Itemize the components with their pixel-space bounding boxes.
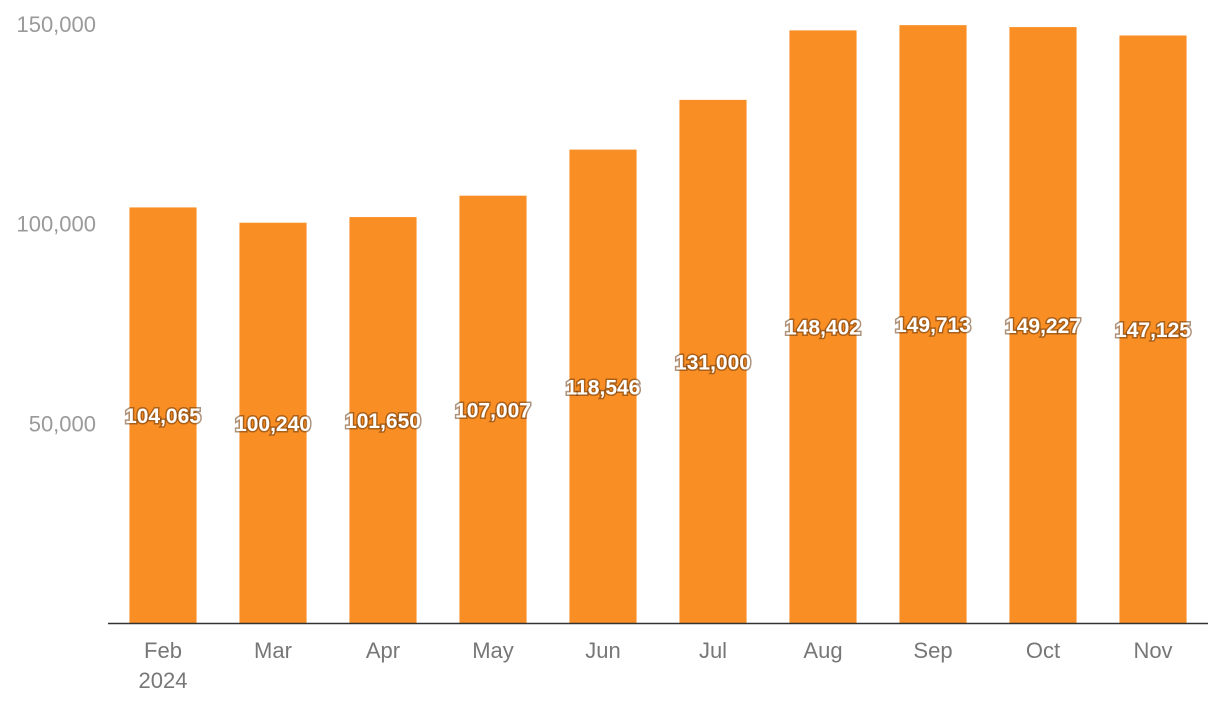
data-label: 147,125	[1115, 319, 1191, 342]
bar	[789, 30, 857, 623]
x-tick-label: Mar	[254, 638, 292, 663]
x-tick-label: Apr	[366, 638, 400, 663]
x-tick-label: May	[472, 638, 514, 663]
bar	[569, 149, 637, 623]
x-tick-label: Jun	[585, 638, 620, 663]
x-tick-label: Jul	[699, 638, 727, 663]
data-label: 101,650	[345, 410, 421, 433]
x-tick-label: Oct	[1026, 638, 1060, 663]
data-label: 149,713	[895, 314, 971, 337]
data-label: 107,007	[455, 399, 531, 422]
data-label: 148,402	[785, 317, 861, 340]
x-tick-sublabel: 2024	[139, 668, 188, 693]
x-tick-label: Aug	[803, 638, 842, 663]
data-label: 100,240	[235, 413, 311, 436]
bars	[129, 25, 1187, 624]
x-axis-ticks: Feb 2024 Mar Apr May Jun Jul Aug Sep Oct Nov	[139, 638, 1173, 693]
bar	[1119, 35, 1187, 623]
x-tick-label: Nov	[1133, 638, 1172, 663]
bar	[899, 25, 967, 624]
y-axis-ticks: 50,000 100,000 150,000	[16, 12, 96, 436]
bar	[129, 207, 197, 623]
y-tick-label: 150,000	[16, 12, 96, 37]
data-label: 131,000	[675, 351, 751, 374]
bar	[459, 195, 527, 624]
x-tick-label: Feb	[144, 638, 182, 663]
data-labels: 104,065 100,240 101,650 107,007 118,546 131,0…	[124, 313, 1193, 438]
bar	[679, 99, 747, 623]
bar	[349, 217, 417, 623]
bar	[1009, 27, 1077, 623]
y-tick-label: 100,000	[16, 212, 96, 237]
bar	[239, 222, 307, 624]
x-tick-label: Sep	[913, 638, 952, 663]
y-tick-label: 50,000	[29, 411, 96, 436]
data-label: 104,065	[125, 405, 201, 428]
data-label: 149,227	[1005, 315, 1081, 338]
data-label: 118,546	[566, 376, 641, 399]
